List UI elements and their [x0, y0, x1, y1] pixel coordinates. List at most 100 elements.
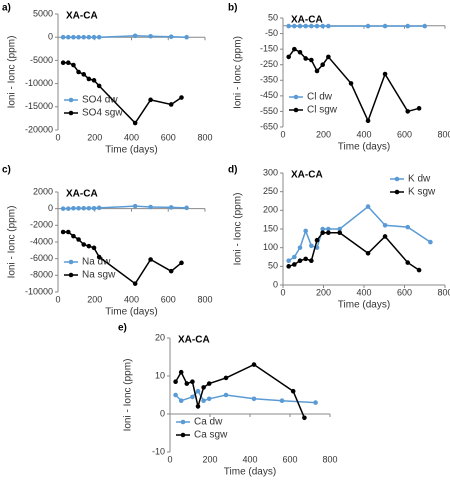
y-tick-label: 200 [263, 205, 278, 215]
y-tick-label: -350 [260, 75, 278, 85]
data-point [320, 230, 325, 236]
legend-marker [293, 107, 299, 113]
series-line [175, 389, 316, 404]
legend-marker [180, 419, 186, 425]
series-line [63, 231, 182, 285]
data-point [303, 23, 308, 29]
data-point [81, 205, 87, 211]
data-point [320, 226, 325, 232]
data-point [314, 23, 320, 29]
data-point [60, 34, 66, 40]
data-point [405, 109, 411, 114]
data-point [148, 97, 153, 103]
data-point [279, 398, 285, 404]
y-tick-label: -6000 [30, 253, 53, 263]
x-tick-label: 800 [437, 287, 450, 297]
y-tick-label: 20 [155, 332, 165, 342]
data-point [168, 205, 174, 210]
x-tick-label: 800 [437, 129, 450, 139]
data-point [195, 404, 201, 409]
x-axis-label: Time (days) [224, 467, 276, 478]
data-point [405, 260, 411, 265]
y-axis-label: Ioni - Ionc (ppm) [123, 359, 134, 432]
data-point [91, 205, 97, 211]
y-tick-label: 0 [160, 408, 165, 418]
data-point [382, 71, 388, 77]
y-tick-label: 0 [48, 203, 53, 213]
legend-label: Cl dw [307, 92, 333, 103]
legend-marker [394, 189, 400, 195]
data-point [65, 60, 71, 66]
annotation: XA-CA [291, 15, 323, 26]
data-point [132, 281, 138, 286]
legend-marker [68, 272, 74, 278]
data-point [178, 398, 184, 404]
data-point [348, 81, 354, 86]
data-point [303, 56, 308, 61]
legend-marker [293, 94, 299, 100]
data-point [416, 267, 422, 273]
x-tick-label: 0 [280, 129, 285, 139]
x-tick-label: 200 [316, 129, 331, 139]
panel-label: e) [118, 323, 127, 334]
y-tick-label: -4000 [30, 236, 53, 246]
y-tick-label: -10000 [25, 286, 53, 296]
y-tick-label: 5000 [33, 8, 53, 18]
legend-label: SO4 sgw [82, 108, 123, 119]
data-point [320, 23, 325, 29]
data-point [184, 381, 190, 386]
x-tick-label: 600 [161, 294, 176, 304]
data-point [76, 69, 81, 75]
data-point [96, 254, 102, 260]
data-point [168, 34, 174, 40]
data-point [184, 34, 189, 40]
x-axis-label: Time (days) [105, 307, 157, 318]
data-point [201, 385, 206, 390]
data-point [132, 203, 138, 209]
data-point [326, 226, 331, 232]
annotation: XA-CA [66, 11, 98, 22]
data-point [405, 23, 411, 29]
data-point [251, 396, 257, 402]
data-point [416, 106, 422, 111]
data-point [148, 257, 153, 262]
panel-label: d) [228, 165, 237, 176]
panel-label: a) [2, 3, 11, 14]
annotation: XA-CA [178, 335, 210, 346]
y-tick-label: -650 [260, 121, 278, 131]
x-tick-label: 0 [55, 294, 60, 304]
data-point [382, 234, 388, 239]
y-tick-label: -250 [260, 59, 278, 69]
data-point [86, 34, 92, 40]
y-tick-label: -5000 [30, 55, 53, 65]
data-point [292, 23, 297, 29]
legend-marker [68, 97, 74, 103]
x-tick-label: 600 [397, 287, 412, 297]
data-point [297, 23, 303, 29]
x-tick-label: 0 [167, 454, 172, 464]
y-tick-label: -450 [260, 90, 278, 100]
data-point [206, 381, 212, 386]
data-point [173, 392, 178, 398]
x-tick-label: 600 [282, 454, 297, 464]
data-point [195, 388, 201, 394]
x-tick-label: 800 [197, 294, 212, 304]
panel-label: b) [228, 3, 237, 14]
y-tick-label: 50 [268, 12, 278, 22]
data-point [60, 229, 66, 235]
y-tick-label: 150 [263, 223, 278, 233]
x-axis-label: Time (days) [105, 145, 157, 156]
y-tick-label: -20000 [25, 124, 53, 134]
data-point [302, 415, 307, 421]
data-point [60, 60, 66, 66]
legend-label: Cl sgw [307, 105, 338, 116]
data-point [320, 62, 325, 68]
data-point [148, 204, 153, 210]
x-tick-label: 200 [202, 454, 217, 464]
y-tick-label: 0 [48, 32, 53, 42]
data-point [365, 23, 371, 29]
data-point [65, 206, 71, 211]
legend-label: Ca sgw [194, 430, 228, 441]
data-point [86, 205, 92, 211]
